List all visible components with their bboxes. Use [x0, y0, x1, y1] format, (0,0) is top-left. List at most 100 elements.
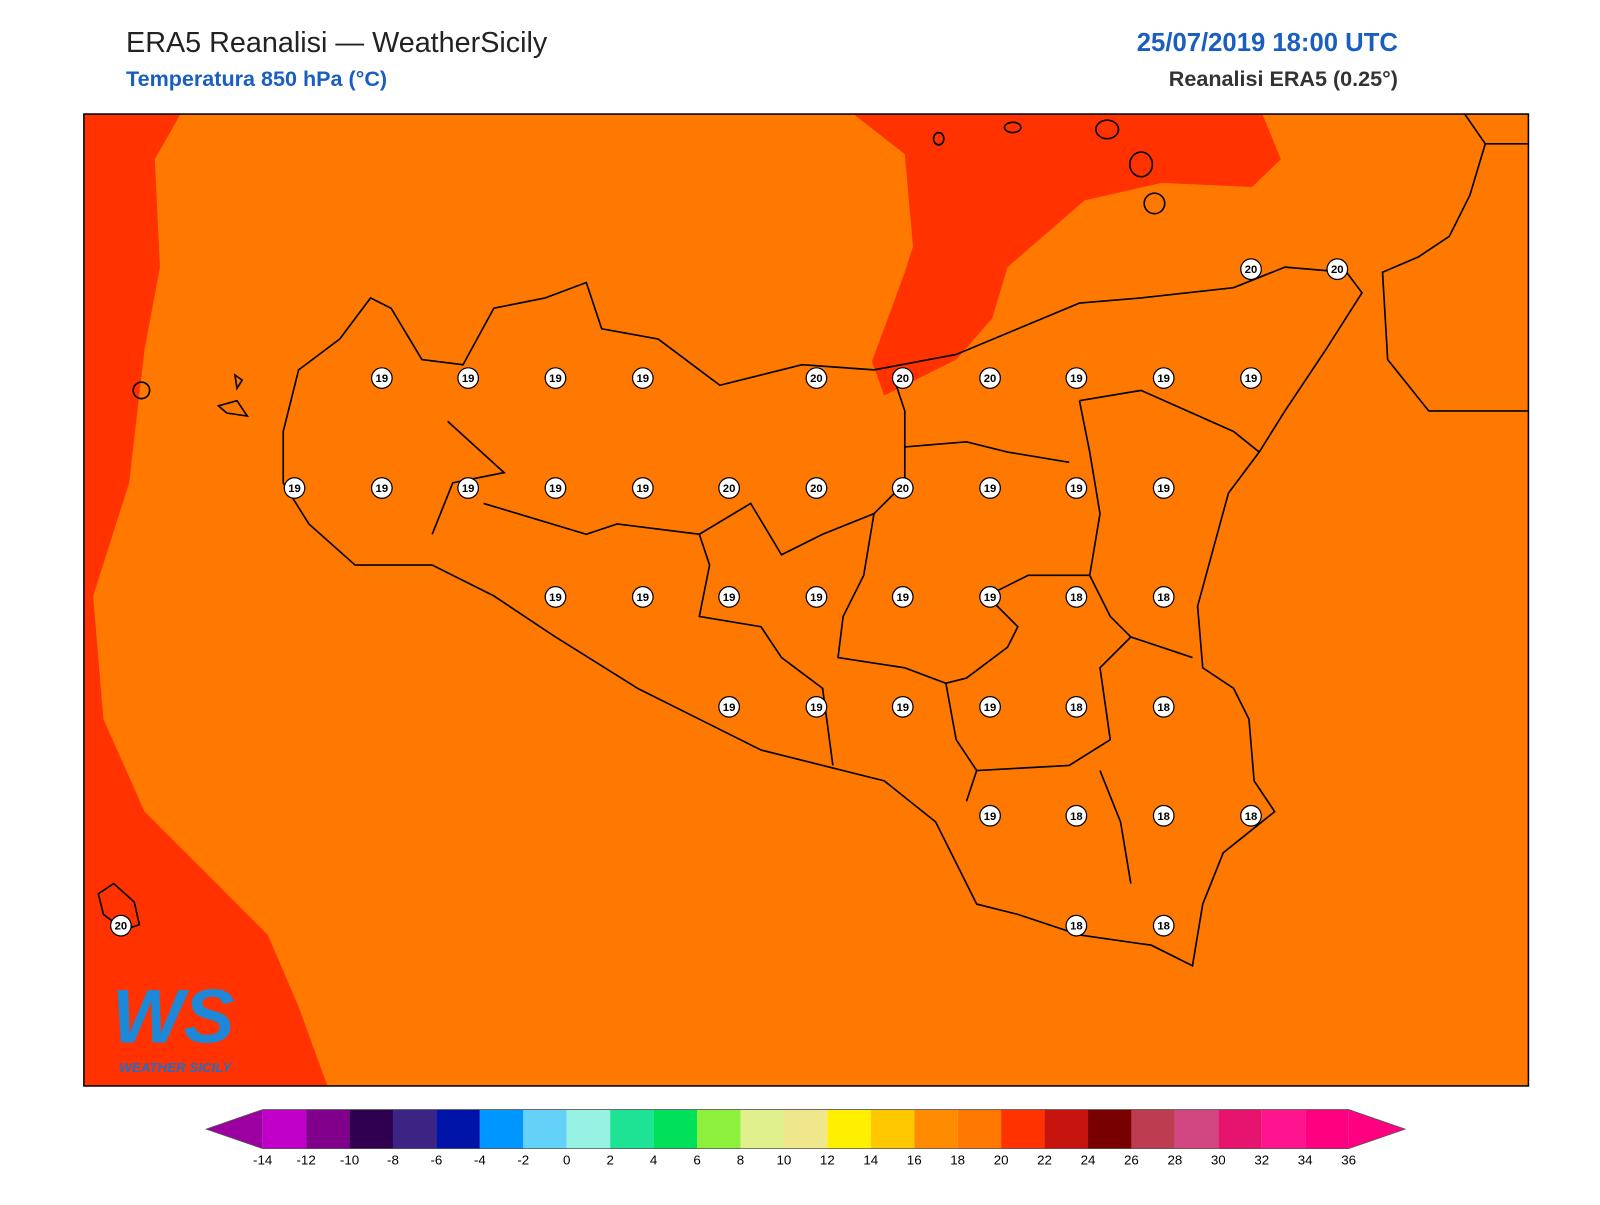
station-value: 20	[896, 483, 909, 495]
station-value: 18	[1157, 592, 1170, 604]
station-marker	[544, 586, 567, 608]
station-value: 19	[984, 483, 997, 495]
province-border	[431, 379, 1260, 884]
island	[1095, 119, 1120, 140]
colorbar-bin	[1218, 1109, 1262, 1149]
colorbar-bin	[1001, 1109, 1045, 1149]
field-warm	[83, 114, 328, 1086]
colorbar-tick-label: 6	[693, 1152, 700, 1167]
station-marker	[1152, 804, 1175, 827]
colorbar-bin	[349, 1109, 393, 1149]
logo-name: WEATHER SICILY	[119, 1060, 232, 1075]
colorbar-tick-label: 12	[820, 1152, 835, 1167]
station-value: 19	[1157, 483, 1170, 495]
colorbar-bin	[827, 1109, 871, 1149]
island	[932, 131, 945, 146]
calabria	[1381, 114, 1529, 412]
station-marker	[631, 586, 654, 608]
colorbar-bin	[523, 1109, 567, 1149]
colorbar-bin	[392, 1109, 437, 1149]
colorbar-tick-label: -4	[474, 1152, 486, 1167]
station-marker	[1065, 695, 1088, 718]
colorbar-bin	[914, 1109, 958, 1149]
sicily	[282, 266, 1363, 967]
colorbar-tick-label: 8	[737, 1152, 744, 1167]
station-marker	[1152, 367, 1175, 389]
station-marker	[805, 367, 828, 389]
colorbar-tick-label: 10	[777, 1152, 792, 1167]
station-value: 19	[1157, 373, 1170, 385]
station-marker	[1065, 367, 1088, 389]
colorbar-over	[1348, 1109, 1406, 1149]
station-marker	[718, 695, 740, 718]
station-value: 19	[1245, 373, 1258, 385]
station-marker	[370, 477, 393, 499]
colorbar-tick-label: 30	[1211, 1152, 1226, 1167]
colorbar-tick-label: -14	[253, 1152, 273, 1167]
station-value: 19	[810, 702, 823, 714]
island	[1003, 121, 1022, 134]
colorbar-tick-label: 22	[1037, 1152, 1052, 1167]
colorbar-bin	[957, 1109, 1002, 1149]
colorbar-tick-label: 0	[563, 1152, 570, 1167]
logo: WS WEATHER SICILY	[112, 974, 234, 1075]
station-value: 19	[376, 373, 389, 385]
colorbar-bin	[697, 1109, 741, 1149]
colorbar: -14 -12 -10 -8 -6 -4 -2 0 2 4 6 8 10 12 14 16 18 20 22 24 26…	[204, 1109, 1407, 1167]
station-marker	[891, 367, 914, 389]
station-value: 18	[1070, 921, 1083, 933]
colorbar-bin	[262, 1109, 307, 1149]
station-value: 19	[723, 592, 736, 604]
station-marker	[631, 367, 654, 389]
station-marker	[544, 367, 567, 389]
station-marker	[805, 695, 828, 718]
station-value: 19	[549, 592, 562, 604]
station-marker	[805, 477, 828, 499]
logo-mark: WS	[112, 974, 234, 1059]
colorbar-bin	[610, 1109, 654, 1149]
station-marker	[718, 586, 740, 608]
colorbar-under	[206, 1109, 263, 1149]
station-marker	[457, 477, 480, 499]
title: ERA5 Reanalisi — WeatherSicily	[126, 27, 548, 59]
station-value: 18	[1245, 811, 1258, 823]
station-value: 18	[1157, 921, 1170, 933]
source: Reanalisi ERA5 (0.25°)	[1169, 66, 1398, 91]
colorbar-outline	[204, 1109, 1407, 1150]
island	[97, 882, 141, 931]
station-value: 20	[1331, 264, 1344, 276]
station-value: 19	[376, 483, 389, 495]
coastline	[97, 114, 1529, 967]
colorbar-tick-label: 4	[650, 1152, 658, 1167]
station-value: 19	[1070, 373, 1083, 385]
stations: 20 20 19 19 19 19 20 20 20 19 19 19 19 19 19 19 19 20 20 20…	[109, 258, 1349, 937]
station-value: 19	[462, 373, 475, 385]
colorbar-tick-label: -6	[430, 1152, 442, 1167]
station-value: 19	[549, 373, 562, 385]
station-value: 20	[896, 373, 909, 385]
colorbar-bin	[1131, 1109, 1175, 1149]
station-value: 20	[810, 373, 823, 385]
station-marker	[1065, 914, 1088, 937]
station-value: 19	[984, 811, 997, 823]
station-marker	[109, 914, 132, 937]
station-value: 19	[1070, 483, 1083, 495]
station-value: 19	[462, 483, 475, 495]
station-marker	[891, 695, 914, 718]
station-value: 19	[810, 592, 823, 604]
station-value: 19	[723, 702, 736, 714]
station-marker	[891, 586, 914, 608]
colorbar-tick-label: 24	[1081, 1152, 1096, 1167]
station-marker	[1326, 258, 1349, 281]
station-marker	[718, 477, 740, 499]
island	[216, 373, 249, 418]
station-value: 19	[549, 483, 562, 495]
colorbar-bin	[870, 1109, 915, 1149]
station-value: 20	[984, 373, 997, 385]
station-value: 20	[115, 921, 128, 933]
field-warm	[853, 114, 1281, 396]
station-marker	[283, 477, 306, 499]
colorbar-tick-label: 18	[950, 1152, 965, 1167]
colorbar-tick-label: -2	[517, 1152, 529, 1167]
